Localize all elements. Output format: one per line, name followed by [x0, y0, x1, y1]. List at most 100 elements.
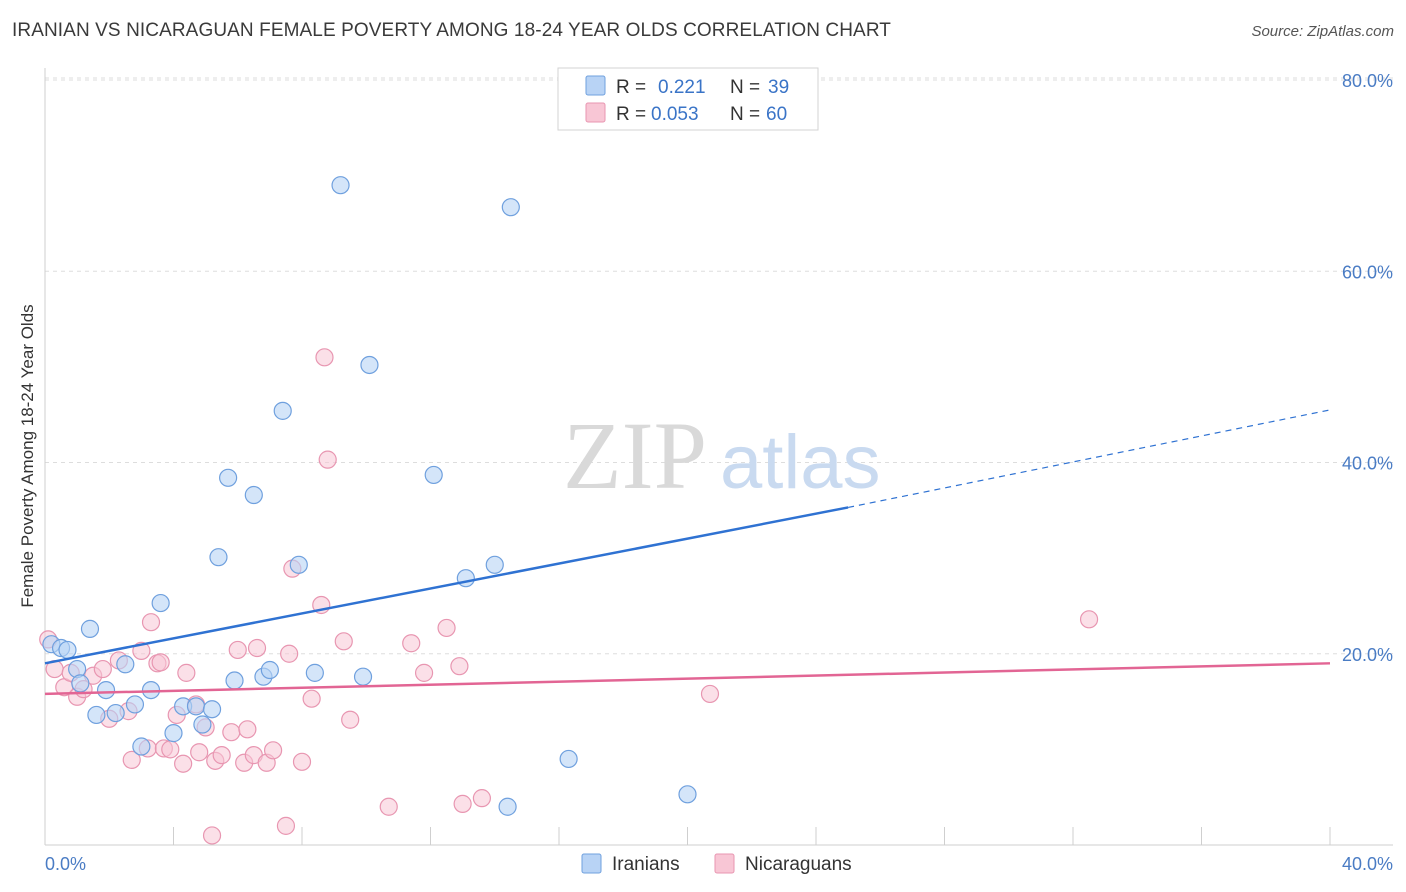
legend-swatch-nicaraguans: [585, 102, 606, 123]
iranians-point: [331, 176, 350, 195]
iranians-trend-extension: [848, 409, 1331, 509]
iranians-point: [289, 555, 308, 574]
nicaraguans-point: [93, 659, 112, 679]
nicaraguans-point: [276, 816, 296, 835]
iranians-point: [219, 468, 238, 487]
iranians-points: [42, 176, 697, 816]
nicaraguans-point: [453, 794, 472, 813]
nicaraguans-point: [151, 653, 170, 672]
nicaraguans-point: [302, 689, 321, 708]
nicaraguans-point: [263, 741, 283, 760]
nicaraguans-point: [1079, 610, 1099, 629]
iranians-trend-line: [44, 506, 849, 665]
iranians-point: [260, 660, 279, 680]
iranians-point: [132, 737, 151, 756]
iranians-point: [424, 465, 443, 485]
watermark: ZIP atlas: [563, 402, 881, 509]
nicaraguans-point: [177, 663, 196, 682]
iranians-point: [273, 401, 292, 420]
nicaraguans-point: [161, 740, 180, 759]
nicaraguans-point: [334, 632, 353, 651]
iranians-point: [678, 785, 697, 804]
x-tick-labels: 0.0% 40.0%: [45, 854, 1393, 874]
nicaraguans-point: [141, 613, 161, 632]
iranians-point: [360, 355, 379, 375]
nicaraguans-point: [228, 640, 247, 660]
y-tick-labels: 20.0% 40.0% 60.0% 80.0%: [1342, 71, 1393, 665]
iranians-point: [501, 198, 520, 217]
nicaraguans-point: [379, 797, 398, 816]
correlation-legend: R = 0.221 N = 39 R = 0.053 N = 60: [557, 67, 819, 131]
y-tick-label: 20.0%: [1342, 645, 1393, 665]
iranians-point: [106, 703, 125, 723]
trend-lines: [44, 409, 1331, 696]
iranians-point: [71, 674, 90, 693]
iranians-point: [116, 655, 135, 674]
iranians-point: [305, 663, 324, 682]
y-axis-label: Female Poverty Among 18-24 Year Olds: [18, 304, 37, 608]
iranians-point: [58, 640, 77, 660]
nicaraguans-point: [202, 826, 222, 845]
nicaraguans-point: [437, 618, 456, 638]
iranians-point: [164, 724, 183, 743]
nicaraguans-point: [414, 663, 434, 682]
grid-lines: [45, 77, 1393, 655]
chart-source: Source: ZipAtlas.com: [1251, 23, 1394, 40]
nicaraguans-point: [190, 743, 209, 762]
nicaraguans-point: [174, 754, 193, 773]
iranians-point: [353, 667, 373, 686]
nicaraguans-point: [700, 684, 720, 704]
legend-n-label: N =: [730, 104, 760, 125]
series-legend: Iranians Nicaraguans: [581, 853, 852, 875]
iranians-point: [485, 555, 504, 574]
iranians-point: [151, 593, 170, 613]
nicaraguans-point: [318, 450, 337, 469]
legend-swatch-iranians: [585, 75, 606, 96]
legend-r-label: R =: [616, 77, 646, 98]
nicaraguans-point: [472, 789, 491, 808]
nicaraguans-point: [450, 657, 469, 676]
nicaraguans-point: [315, 348, 334, 367]
axes: [44, 68, 1393, 846]
iranians-point: [209, 548, 228, 567]
legend-label-nicaraguans: Nicaraguans: [745, 854, 852, 875]
iranians-point: [186, 697, 206, 716]
y-tick-label: 80.0%: [1342, 71, 1393, 91]
iranians-point: [559, 749, 578, 769]
nicaraguans-point: [122, 750, 141, 769]
iranians-point: [202, 700, 222, 719]
legend-r-value: 0.053: [651, 104, 699, 125]
nicaraguans-point: [292, 752, 312, 771]
nicaraguans-point: [212, 746, 231, 765]
nicaraguans-point: [341, 710, 360, 729]
y-tick-label: 40.0%: [1342, 454, 1393, 474]
legend-label-iranians: Iranians: [612, 854, 680, 875]
nicaraguans-point: [280, 644, 299, 663]
y-tick-label: 60.0%: [1342, 262, 1393, 282]
nicaraguans-trend-line: [44, 662, 1331, 696]
nicaraguans-point: [222, 723, 241, 742]
iranians-point: [456, 569, 475, 588]
watermark-zip: ZIP: [563, 402, 707, 509]
nicaraguans-point: [238, 720, 257, 739]
iranians-point: [96, 680, 116, 700]
iranians-point: [498, 797, 517, 816]
iranians-point: [225, 671, 244, 690]
iranians-point: [87, 705, 106, 725]
legend-r-value: 0.221: [658, 77, 706, 98]
nicaraguans-point: [402, 634, 421, 653]
iranians-point: [193, 715, 212, 734]
watermark-atlas: atlas: [720, 420, 881, 505]
x-tick-label: 0.0%: [45, 854, 86, 874]
legend-r-label: R =: [616, 104, 646, 125]
chart-title: IRANIAN VS NICARAGUAN FEMALE POVERTY AMO…: [12, 20, 892, 41]
legend-swatch-nicaraguans: [714, 853, 735, 874]
x-tick-label: 40.0%: [1342, 854, 1393, 874]
nicaraguans-points: [39, 348, 1099, 845]
legend-n-value: 60: [766, 104, 787, 125]
legend-swatch-iranians: [581, 853, 602, 874]
legend-n-value: 39: [768, 77, 789, 98]
legend-n-label: N =: [730, 77, 760, 98]
iranians-point: [80, 619, 100, 638]
